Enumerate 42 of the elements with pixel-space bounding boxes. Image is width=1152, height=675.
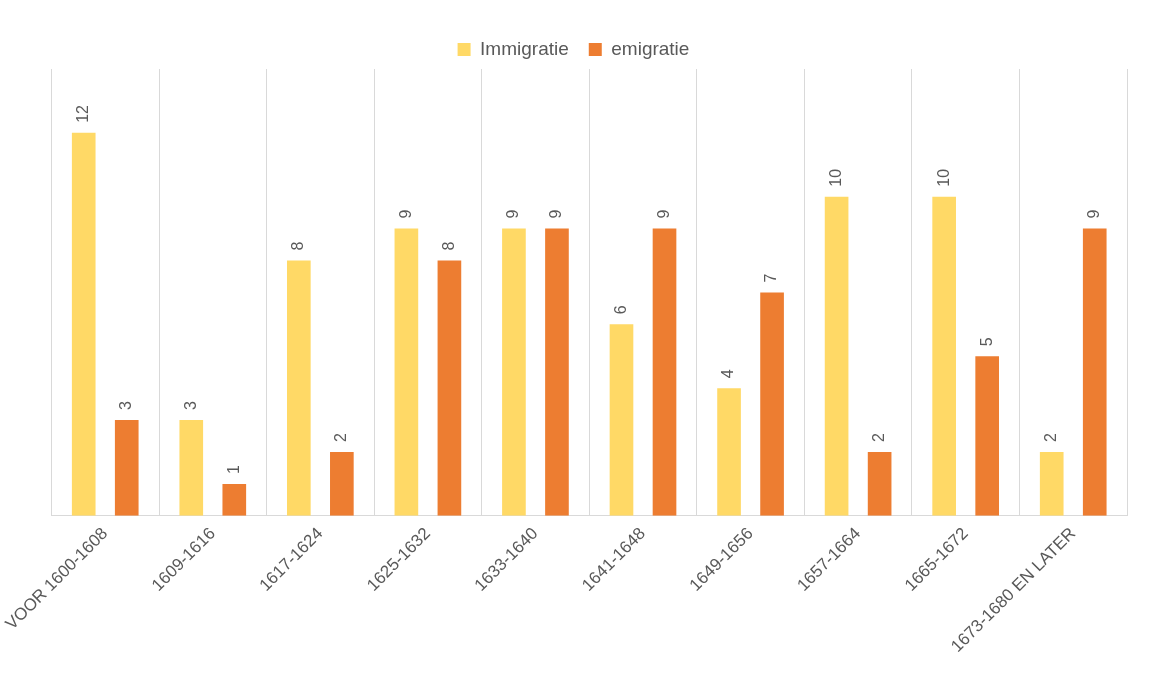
data-label: 9: [396, 209, 414, 219]
bar: [114, 420, 139, 516]
bar: [1082, 228, 1107, 516]
bar: [932, 196, 956, 516]
bar: [760, 292, 784, 516]
data-label: 10: [827, 168, 845, 187]
bar: [330, 452, 354, 516]
legend-label: Immigratie: [480, 37, 569, 59]
data-label: 9: [547, 209, 565, 219]
bar: [179, 420, 204, 516]
data-label: 9: [504, 209, 522, 219]
bar: [286, 260, 311, 516]
data-label: 8: [439, 241, 457, 251]
data-label: 9: [654, 209, 672, 219]
bar: [437, 260, 462, 516]
data-label: 4: [719, 369, 737, 379]
data-label: 7: [762, 273, 780, 283]
bar: [717, 388, 741, 516]
bar: [609, 324, 634, 516]
data-label: 6: [611, 305, 629, 315]
data-label: 2: [1042, 433, 1060, 443]
data-label: 8: [289, 241, 307, 251]
data-label: 1: [224, 464, 242, 474]
bar: [652, 228, 677, 516]
bar: [545, 228, 569, 516]
data-label: 3: [181, 401, 199, 411]
bar: [222, 483, 247, 516]
bar: [394, 228, 419, 516]
data-label: 12: [74, 104, 92, 123]
data-label: 5: [977, 337, 995, 347]
bar: [824, 196, 849, 516]
bar: [502, 228, 526, 516]
bar: [1039, 452, 1064, 516]
data-label: 2: [870, 433, 888, 443]
bar: [867, 452, 892, 516]
data-label: 2: [332, 433, 350, 443]
bar: [975, 356, 1000, 516]
legend-label: emigratie: [611, 37, 690, 59]
bar: [71, 132, 96, 516]
data-label: 9: [1085, 209, 1103, 219]
data-label: 10: [934, 168, 952, 187]
data-label: 3: [117, 401, 135, 411]
